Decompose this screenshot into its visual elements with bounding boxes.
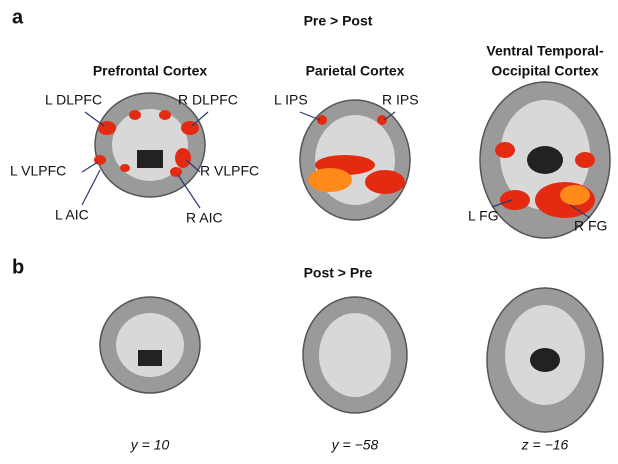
panel-title: Pre > Post: [304, 13, 373, 29]
region-label: L AIC: [55, 207, 89, 223]
panel-label: a: [12, 6, 24, 28]
figure: a Pre > Post Prefrontal Cortex Parietal …: [0, 0, 618, 464]
region-label: R AIC: [186, 210, 223, 226]
region-label: R IPS: [382, 92, 419, 108]
brain-images: [94, 82, 610, 432]
column-title: Prefrontal Cortex: [93, 63, 208, 79]
panel-title: Post > Pre: [304, 265, 373, 281]
panel-label: b: [12, 256, 24, 278]
region-label: L DLPFC: [45, 92, 102, 108]
region-label: R DLPFC: [178, 92, 238, 108]
column-title: Parietal Cortex: [306, 63, 405, 79]
region-label: R FG: [574, 218, 607, 234]
slice-coordinate: z = −16: [521, 437, 569, 453]
slice-coordinate: y = −58: [331, 437, 379, 453]
region-label: L FG: [468, 208, 499, 224]
region-label: L IPS: [274, 92, 308, 108]
slice-coordinate: y = 10: [130, 437, 170, 453]
column-title: Occipital Cortex: [491, 63, 599, 79]
region-label: R VLPFC: [200, 163, 259, 179]
column-title: Ventral Temporal-: [486, 43, 604, 59]
region-label: L VLPFC: [10, 163, 66, 179]
